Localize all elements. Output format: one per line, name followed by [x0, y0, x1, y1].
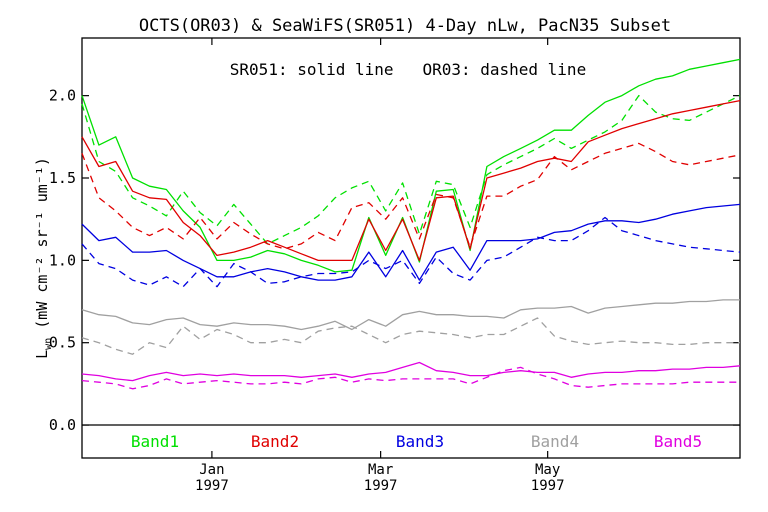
y-axis-symbol: L	[33, 350, 51, 359]
legend-band1: Band1	[131, 432, 179, 451]
y-axis-symbol-subscript: wn	[43, 338, 54, 350]
legend-band2: Band2	[251, 432, 299, 451]
plot-frame	[81, 37, 741, 459]
x-tick-year-1: 1997	[364, 478, 398, 494]
x-tick-month-2: May	[535, 462, 560, 478]
y-tick-label-2: 1.0	[49, 251, 76, 269]
legend-band4: Band4	[531, 432, 579, 451]
chart-subtitle: SR051: solid line OR03: dashed line	[230, 60, 586, 79]
legend-band3: Band3	[396, 432, 444, 451]
series-line-band5-or03	[81, 366, 740, 390]
y-tick-label-4: 2.0	[49, 87, 76, 105]
x-tick-month-1: Mar	[368, 462, 393, 478]
svg-text:Lwn (mW cm⁻² sr⁻¹ um⁻¹): Lwn (mW cm⁻² sr⁻¹ um⁻¹)	[33, 157, 54, 359]
series-line-band4-sr051	[81, 299, 740, 331]
y-tick-label-3: 1.5	[49, 169, 76, 187]
x-tick-year-2: 1997	[531, 478, 565, 494]
series-layer	[81, 58, 741, 390]
x-tick-year-0: 1997	[195, 478, 229, 494]
series-line-band4-or03	[81, 317, 740, 355]
series-line-band3-or03	[81, 216, 741, 288]
series-line-band2-sr051	[81, 99, 741, 262]
chart-title: OCTS(OR03) & SeaWiFS(SR051) 4-Day nLw, P…	[139, 16, 671, 36]
x-tick-month-0: Jan	[199, 462, 224, 478]
y-axis: 0.0 0.5 1.0 1.5 2.0	[49, 87, 740, 434]
y-tick-label-1: 0.5	[49, 334, 76, 352]
y-tick-label-0: 0.0	[49, 416, 76, 434]
y-axis-units: (mW cm⁻² sr⁻¹ um⁻¹)	[33, 157, 51, 329]
legend: Band1 Band2 Band3 Band4 Band5	[131, 432, 702, 451]
y-axis-label: Lwn (mW cm⁻² sr⁻¹ um⁻¹)	[33, 157, 54, 359]
series-line-band3-sr051	[81, 203, 741, 281]
legend-band5: Band5	[654, 432, 702, 451]
series-line-band1-or03	[81, 94, 741, 245]
series-line-band2-or03	[81, 142, 741, 250]
series-line-band5-sr051	[81, 361, 741, 382]
